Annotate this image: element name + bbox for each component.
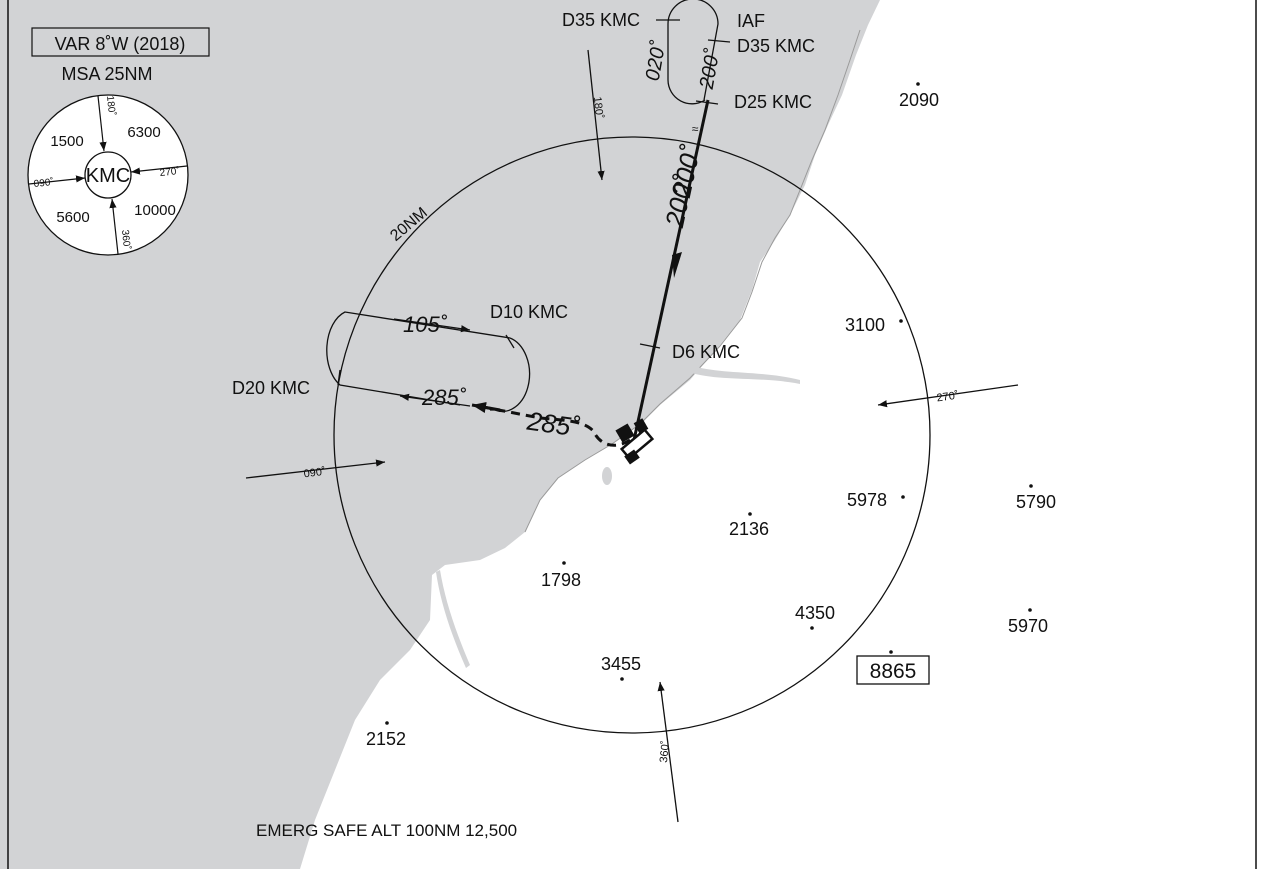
msa-navaid: KMC bbox=[86, 165, 130, 187]
svg-text:3455: 3455 bbox=[601, 654, 641, 674]
svg-text:2152: 2152 bbox=[366, 729, 406, 749]
fix-iaf: IAF bbox=[737, 11, 765, 31]
sector-arrow-west bbox=[245, 459, 386, 479]
emergency-safe-altitude: EMERG SAFE ALT 100NM 12,500 bbox=[256, 821, 517, 840]
svg-text:5970: 5970 bbox=[1008, 616, 1048, 636]
fix-d25: D25 KMC bbox=[734, 92, 812, 112]
inbound-track bbox=[632, 99, 710, 441]
holding-pattern-turn bbox=[667, 79, 706, 105]
spot-height: 1798 bbox=[541, 561, 581, 590]
missed-approach-arrow bbox=[471, 401, 501, 413]
spot-height: 2136 bbox=[729, 512, 769, 539]
variation-label: VAR 8˚W (2018) bbox=[55, 34, 186, 54]
lake bbox=[602, 467, 612, 485]
msa-alt-se: 10000 bbox=[134, 202, 176, 219]
spot-height: 4350 bbox=[795, 603, 835, 630]
fix-tick-d20 bbox=[337, 369, 341, 386]
holding-pattern bbox=[667, 0, 719, 101]
sector-arrow-south-label: 360˚ bbox=[658, 740, 672, 763]
track-procedure-outbound: 105˚ bbox=[403, 312, 448, 337]
land-area bbox=[300, 0, 1261, 869]
msa-diagram bbox=[27, 94, 189, 256]
highest-elevation: 8865 bbox=[870, 660, 917, 683]
fix-d6: D6 KMC bbox=[672, 342, 740, 362]
msa-bearing-360: 360˚ bbox=[119, 229, 133, 250]
range-ring-20nm bbox=[333, 136, 931, 734]
sector-arrow-north-label: 180˚ bbox=[591, 96, 605, 119]
fix-d20: D20 KMC bbox=[232, 378, 310, 398]
sector-arrow-north bbox=[587, 49, 605, 181]
msa-bearing-180: 180˚ bbox=[104, 95, 118, 116]
svg-text:5978: 5978 bbox=[847, 490, 887, 510]
msa-alt-nw: 1500 bbox=[50, 133, 83, 150]
procedure-outbound-arrow bbox=[393, 318, 471, 333]
spot-height: 5790 bbox=[1016, 484, 1056, 512]
fix-tick-d10 bbox=[505, 334, 515, 349]
fix-d35-left: D35 KMC bbox=[562, 10, 640, 30]
spot-height: 5970 bbox=[1008, 608, 1048, 636]
spot-height: 2152 bbox=[366, 721, 406, 749]
inbound-arrowhead bbox=[672, 252, 682, 278]
track-procedure-inbound: 285˚ bbox=[421, 385, 467, 410]
highest-elevation-box bbox=[856, 655, 930, 685]
sector-arrow-east bbox=[877, 384, 1019, 408]
svg-text:4350: 4350 bbox=[795, 603, 835, 623]
msa-bearing-090: 090˚ bbox=[33, 176, 54, 190]
variation-box bbox=[31, 27, 210, 57]
river-inlet-south bbox=[436, 570, 470, 668]
fix-tick-d6 bbox=[639, 343, 661, 349]
fix-d35-right: D35 KMC bbox=[737, 36, 815, 56]
airport-symbol bbox=[615, 418, 655, 465]
msa-title: MSA 25NM bbox=[61, 64, 152, 84]
highest-elevation-dot bbox=[889, 650, 893, 654]
sector-arrow-west-label: 090˚ bbox=[303, 466, 326, 481]
sector-arrow-south bbox=[657, 681, 679, 823]
sector-arrow-east-label: 270˚ bbox=[936, 390, 959, 405]
spot-height: 2090 bbox=[899, 82, 939, 110]
svg-text:3100: 3100 bbox=[845, 315, 885, 335]
fix-tick-d35-right bbox=[707, 39, 731, 43]
svg-text:2136: 2136 bbox=[729, 519, 769, 539]
track-break: ≈ bbox=[692, 122, 699, 136]
svg-text:2090: 2090 bbox=[899, 90, 939, 110]
spot-height: 5978 bbox=[847, 490, 905, 510]
fix-d10: D10 KMC bbox=[490, 302, 568, 322]
spot-height: 3455 bbox=[601, 654, 641, 681]
spot-height: 3100 bbox=[845, 315, 903, 335]
svg-text:5790: 5790 bbox=[1016, 492, 1056, 512]
river-inlet bbox=[688, 365, 800, 384]
track-missed-approach: 285˚ bbox=[524, 405, 581, 442]
svg-text:1798: 1798 bbox=[541, 570, 581, 590]
msa-alt-ne: 6300 bbox=[127, 124, 160, 141]
msa-bearing-270: 270˚ bbox=[159, 165, 180, 179]
procedure-turn-racetrack bbox=[326, 311, 511, 406]
procedure-inbound-arrow bbox=[399, 393, 471, 407]
msa-alt-sw: 5600 bbox=[56, 209, 89, 226]
coastline bbox=[524, 29, 861, 533]
